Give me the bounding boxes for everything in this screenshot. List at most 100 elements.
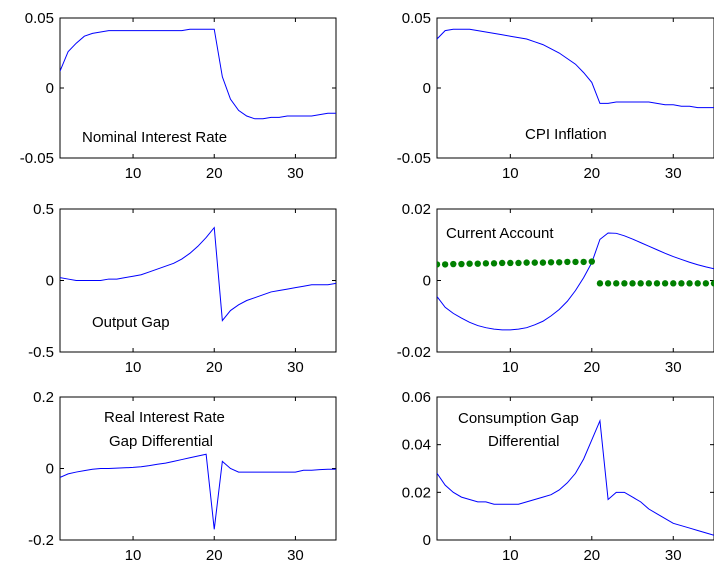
data-point: [498, 259, 506, 267]
panel-real-interest-rate-gap-differential: 10 20 30 0.2 0 -0.2 Real Interest Rate Gap Diff…: [28, 389, 337, 564]
plot-area: [59, 17, 337, 159]
series-line: [437, 232, 714, 331]
y-tick-label: 0.5: [33, 201, 54, 218]
series-line: [60, 28, 336, 120]
series-group: [437, 28, 714, 109]
x-tick-label: 20: [206, 359, 223, 376]
data-point: [580, 258, 587, 266]
plot-area: [436, 396, 714, 541]
x-tick-label: 20: [583, 165, 600, 182]
series-line: [437, 418, 714, 536]
data-point: [547, 259, 555, 266]
data-point: [556, 259, 563, 266]
series-group: [437, 418, 714, 536]
data-point: [694, 280, 701, 287]
series-group: [60, 453, 336, 530]
data-point: [482, 260, 490, 267]
x-tick-label: 20: [583, 359, 600, 376]
panel-output-gap: 10 20 30 0.5 0 -0.5 Output Gap: [28, 201, 337, 376]
x-tick-label: 30: [665, 165, 682, 182]
data-point: [490, 260, 498, 267]
panel-current-account: 10 20 30 0.02 0 -0.02 Current Account: [397, 201, 714, 376]
data-point: [588, 258, 595, 265]
data-point: [678, 280, 685, 287]
data-point: [637, 280, 644, 287]
y-tick-label: 0.05: [402, 10, 431, 27]
panel-nominal-interest-rate: 10 20 30 0.05 0 -0.05 Nominal Interest Rate: [20, 10, 337, 182]
y-tick-label: 0: [423, 532, 431, 549]
y-tick-label: 0: [423, 80, 431, 97]
data-point: [441, 261, 449, 268]
y-tick-label: -0.5: [28, 344, 54, 361]
data-point: [539, 259, 547, 266]
panel-annotation: Gap Differential: [109, 433, 213, 450]
series-line: [60, 226, 336, 322]
data-point: [604, 280, 612, 287]
data-point: [531, 259, 538, 266]
data-point: [710, 280, 714, 287]
x-tick-label: 10: [125, 359, 142, 376]
data-point: [686, 280, 693, 287]
data-point: [466, 260, 473, 267]
x-tick-label: 20: [206, 547, 223, 564]
panel-consumption-gap-differential: 10 20 30 0.06 0.04 0.02 0 Consumption Gap Differ…: [402, 389, 714, 564]
y-tick-label: 0: [46, 461, 54, 478]
data-point: [596, 280, 604, 287]
panel-cpi-inflation: 10 20 30 0.05 0 -0.05 CPI Inflation: [397, 10, 714, 182]
y-tick-label: 0.04: [402, 437, 431, 454]
data-point: [613, 280, 620, 287]
y-tick-label: 0: [46, 80, 54, 97]
y-tick-label: -0.02: [397, 344, 431, 361]
data-point: [458, 260, 465, 268]
data-point: [523, 259, 530, 266]
panel-annotation: Differential: [488, 433, 559, 450]
data-point: [629, 280, 636, 287]
data-point: [450, 260, 457, 268]
x-tick-label: 10: [502, 547, 519, 564]
data-point: [507, 259, 514, 267]
y-tick-label: 0.05: [25, 10, 54, 27]
panel-annotation: CPI Inflation: [525, 126, 607, 143]
plot-area: [436, 208, 714, 353]
series-group: [60, 28, 336, 120]
x-tick-label: 30: [665, 359, 682, 376]
x-tick-label: 30: [287, 359, 304, 376]
panel-annotation: Output Gap: [92, 314, 170, 331]
data-point: [645, 280, 653, 287]
y-tick-label: 0.06: [402, 389, 431, 406]
panel-annotation: Nominal Interest Rate: [82, 129, 227, 146]
x-tick-label: 20: [206, 165, 223, 182]
data-point: [661, 280, 669, 287]
series-line: [60, 453, 336, 530]
x-tick-label: 30: [287, 547, 304, 564]
x-tick-label: 20: [583, 547, 600, 564]
y-tick-label: -0.05: [397, 150, 431, 167]
x-tick-label: 30: [665, 547, 682, 564]
y-tick-label: -0.2: [28, 532, 54, 549]
y-tick-label: 0.2: [33, 389, 54, 406]
x-tick-label: 10: [125, 165, 142, 182]
series-group: [60, 226, 336, 322]
data-point: [670, 280, 677, 287]
y-tick-label: 0: [423, 273, 431, 290]
data-point: [474, 260, 481, 267]
y-tick-label: -0.05: [20, 150, 54, 167]
series-line: [437, 28, 714, 109]
data-point: [572, 258, 579, 266]
y-tick-label: 0: [46, 273, 54, 290]
x-tick-label: 30: [287, 165, 304, 182]
panel-annotation: Real Interest Rate: [104, 409, 225, 426]
x-tick-label: 10: [502, 165, 519, 182]
data-point: [702, 280, 710, 287]
data-point: [621, 280, 628, 287]
data-point: [437, 261, 441, 268]
data-point: [515, 259, 522, 267]
series-group: [437, 232, 714, 331]
x-tick-label: 10: [125, 547, 142, 564]
plot-area: [436, 17, 714, 159]
panel-annotation: Consumption Gap: [458, 410, 579, 427]
data-point: [653, 280, 661, 287]
panel-annotation: Current Account: [446, 225, 554, 242]
